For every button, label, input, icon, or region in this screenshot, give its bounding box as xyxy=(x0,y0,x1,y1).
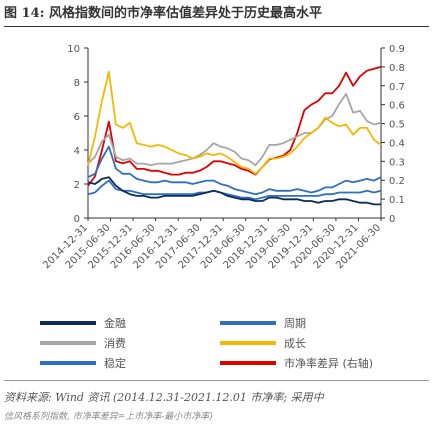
y-left-tick-label: 8 xyxy=(74,78,80,89)
legend-label-growth: 成长 xyxy=(284,337,306,350)
legend-swatch-stable xyxy=(40,361,96,365)
y-left-tick-label: 4 xyxy=(74,146,80,157)
y-right-tick-label: 0 xyxy=(389,214,395,225)
y-left-tick-label: 6 xyxy=(74,112,80,123)
y-left-tick-label: 2 xyxy=(74,180,80,191)
y-left-tick-label: 0 xyxy=(74,214,80,225)
y-right-tick-label: 0.9 xyxy=(389,44,405,55)
legend-item-consumer: 消费 xyxy=(40,334,126,352)
legend-label-finance: 金融 xyxy=(104,317,126,330)
legend-label-consumer: 消费 xyxy=(104,337,126,350)
y-right-tick-label: 0.5 xyxy=(389,120,405,131)
legend-swatch-finance xyxy=(40,321,96,325)
chart-series xyxy=(87,66,382,206)
legend-label-stable: 稳定 xyxy=(104,357,126,370)
figure-footer: 资料来源: Wind 资讯 (2014.12.31-2021.12.01 市净率… xyxy=(4,380,429,429)
legend-swatch-cyclical xyxy=(220,321,276,325)
legend-item-pb-spread: 市净率差异 (右轴) xyxy=(220,354,373,372)
series-line-1 xyxy=(87,145,382,196)
y-right-tick-label: 0.4 xyxy=(389,138,405,149)
legend-item-stable: 稳定 xyxy=(40,354,126,372)
series-line-0 xyxy=(87,176,381,206)
chart-legend: 金融 周期 消费 成长 稳定 市净率差异 (右轴) xyxy=(0,306,433,396)
legend-swatch-consumer xyxy=(40,341,96,345)
source-note: 资料来源: Wind 资讯 (2014.12.31-2021.12.01 市净率… xyxy=(4,391,324,404)
series-line-3 xyxy=(87,70,382,175)
legend-item-cyclical: 周期 xyxy=(220,314,306,332)
y-right-tick-label: 0.6 xyxy=(389,101,405,112)
y-right-tick-label: 0.1 xyxy=(389,195,405,206)
legend-item-growth: 成长 xyxy=(220,334,306,352)
legend-swatch-pb-spread xyxy=(220,361,276,365)
legend-swatch-growth xyxy=(220,341,276,345)
series-line-5 xyxy=(87,66,382,187)
legend-item-finance: 金融 xyxy=(40,314,126,332)
y-right-tick-label: 0.3 xyxy=(389,157,405,168)
series-line-4 xyxy=(87,179,382,201)
y-right-tick-label: 0.7 xyxy=(389,82,405,93)
chart-axes: 024681000.10.20.30.40.50.60.70.80.92014-… xyxy=(41,44,405,271)
y-right-tick-label: 0.2 xyxy=(389,176,405,187)
figure-title: 图 14: 风格指数间的市净率估值差异处于历史最高水平 xyxy=(4,2,429,27)
chart: 024681000.10.20.30.40.50.60.70.80.92014-… xyxy=(41,44,405,271)
y-left-tick-label: 10 xyxy=(67,44,80,55)
legend-label-cyclical: 周期 xyxy=(284,317,306,330)
method-note: 信风格系列指数, 市净率差异=上市净率-最小市净率) xyxy=(4,412,213,422)
legend-label-pb-spread: 市净率差异 (右轴) xyxy=(284,357,374,370)
series-line-2 xyxy=(87,93,382,167)
y-right-tick-label: 0.8 xyxy=(389,63,405,74)
